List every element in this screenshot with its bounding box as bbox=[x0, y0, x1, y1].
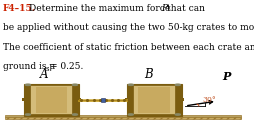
Bar bbox=[24, 84, 79, 116]
Bar bbox=[30, 86, 72, 114]
Bar bbox=[77, 98, 81, 101]
Circle shape bbox=[175, 114, 180, 115]
Text: that can: that can bbox=[167, 4, 205, 13]
Text: The coefficient of static friction between each crate and the: The coefficient of static friction betwe… bbox=[3, 43, 254, 52]
Text: B: B bbox=[144, 68, 153, 81]
Text: Determine the maximum force: Determine the maximum force bbox=[29, 4, 170, 13]
Text: A: A bbox=[40, 68, 49, 81]
Text: be applied without causing the two 50-kg crates to move.: be applied without causing the two 50-kg… bbox=[3, 23, 254, 32]
Text: P: P bbox=[222, 71, 231, 82]
Text: P: P bbox=[161, 4, 167, 13]
Circle shape bbox=[25, 84, 30, 86]
Text: ground is μ: ground is μ bbox=[3, 62, 55, 71]
Circle shape bbox=[175, 84, 180, 86]
Circle shape bbox=[72, 114, 77, 115]
Text: 30°: 30° bbox=[202, 96, 216, 104]
Text: = 0.25.: = 0.25. bbox=[50, 62, 84, 71]
Bar bbox=[5, 117, 241, 119]
Bar bbox=[138, 87, 170, 112]
Circle shape bbox=[128, 114, 133, 115]
Circle shape bbox=[25, 114, 30, 115]
Bar bbox=[133, 86, 175, 114]
Text: s: s bbox=[45, 65, 49, 73]
Bar bbox=[36, 87, 67, 112]
Bar bbox=[5, 114, 241, 117]
Bar bbox=[125, 98, 129, 101]
Circle shape bbox=[72, 84, 77, 86]
Bar bbox=[22, 98, 26, 101]
Bar bbox=[180, 98, 184, 101]
Text: F4–15.: F4–15. bbox=[3, 4, 36, 13]
Bar bbox=[127, 84, 182, 116]
Circle shape bbox=[128, 84, 133, 86]
Bar bbox=[101, 98, 105, 102]
